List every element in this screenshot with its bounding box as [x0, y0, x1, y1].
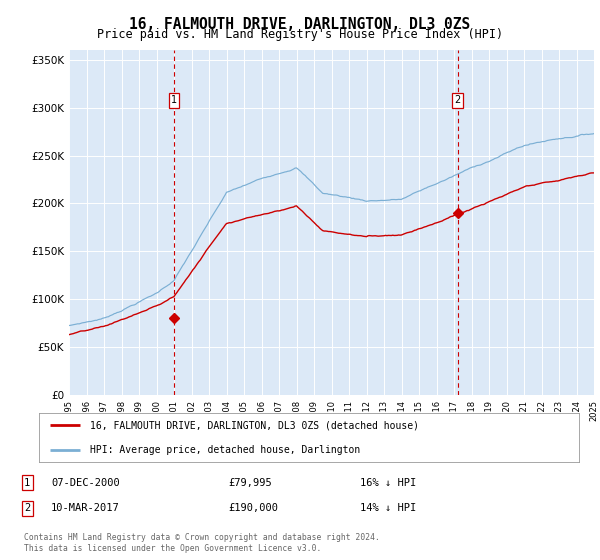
Text: 10-MAR-2017: 10-MAR-2017 — [51, 503, 120, 514]
Text: 1: 1 — [171, 95, 177, 105]
Text: 2: 2 — [454, 95, 461, 105]
Text: 1: 1 — [24, 478, 30, 488]
Text: 14% ↓ HPI: 14% ↓ HPI — [360, 503, 416, 514]
Text: Price paid vs. HM Land Registry's House Price Index (HPI): Price paid vs. HM Land Registry's House … — [97, 28, 503, 41]
Text: 2: 2 — [24, 503, 30, 514]
Text: £79,995: £79,995 — [228, 478, 272, 488]
Text: 07-DEC-2000: 07-DEC-2000 — [51, 478, 120, 488]
Text: £190,000: £190,000 — [228, 503, 278, 514]
Text: 16, FALMOUTH DRIVE, DARLINGTON, DL3 0ZS (detached house): 16, FALMOUTH DRIVE, DARLINGTON, DL3 0ZS … — [90, 420, 419, 430]
Text: This data is licensed under the Open Government Licence v3.0.: This data is licensed under the Open Gov… — [24, 544, 322, 553]
Text: HPI: Average price, detached house, Darlington: HPI: Average price, detached house, Darl… — [90, 445, 361, 455]
Text: 16, FALMOUTH DRIVE, DARLINGTON, DL3 0ZS: 16, FALMOUTH DRIVE, DARLINGTON, DL3 0ZS — [130, 17, 470, 32]
Text: Contains HM Land Registry data © Crown copyright and database right 2024.: Contains HM Land Registry data © Crown c… — [24, 533, 380, 542]
Text: 16% ↓ HPI: 16% ↓ HPI — [360, 478, 416, 488]
